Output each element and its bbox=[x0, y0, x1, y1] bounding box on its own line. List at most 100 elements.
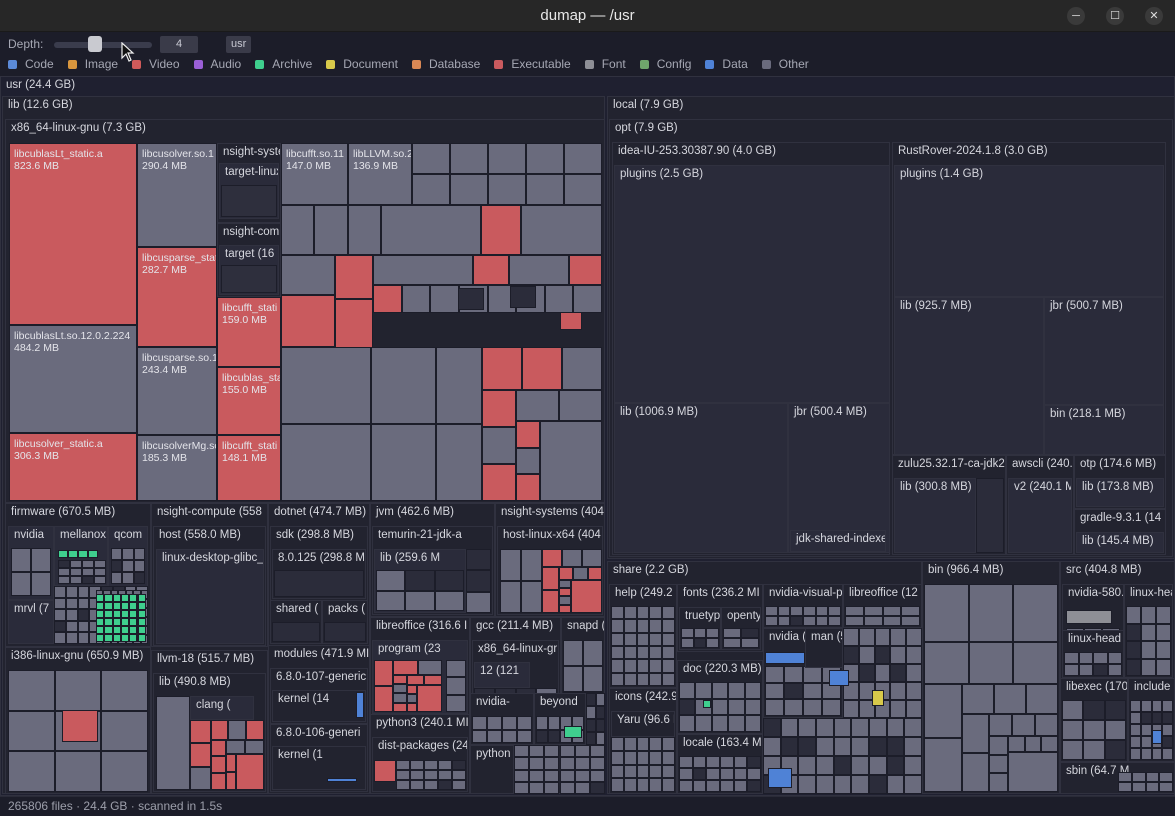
file-block[interactable] bbox=[744, 698, 761, 716]
file-block[interactable] bbox=[542, 566, 559, 590]
file-block[interactable] bbox=[412, 174, 450, 205]
file-block[interactable] bbox=[662, 778, 675, 792]
file-block[interactable] bbox=[1159, 782, 1173, 792]
file-block[interactable] bbox=[536, 716, 548, 730]
file-block[interactable] bbox=[1126, 658, 1141, 676]
archive-block[interactable] bbox=[96, 618, 105, 626]
file-block[interactable] bbox=[636, 632, 650, 646]
file-block[interactable] bbox=[517, 729, 532, 743]
file-block[interactable] bbox=[542, 589, 559, 613]
file-block[interactable] bbox=[828, 606, 841, 616]
file-block[interactable] bbox=[586, 719, 596, 732]
file-block[interactable] bbox=[488, 174, 526, 205]
file-block[interactable] bbox=[1024, 736, 1042, 752]
file-block[interactable] bbox=[765, 682, 784, 700]
file-block[interactable] bbox=[649, 606, 663, 620]
file-block[interactable] bbox=[458, 288, 484, 310]
file-block[interactable] bbox=[851, 775, 869, 794]
file-block[interactable] bbox=[1007, 736, 1025, 752]
file-block[interactable] bbox=[1140, 748, 1152, 760]
file-block[interactable]: libcufft.so.11 147.0 MB bbox=[281, 143, 348, 205]
file-block[interactable] bbox=[466, 591, 491, 613]
dir-mrvl[interactable]: mrvl (7 bbox=[8, 600, 54, 644]
file-block[interactable] bbox=[611, 672, 624, 686]
file-block[interactable] bbox=[790, 606, 803, 616]
archive-block[interactable] bbox=[96, 602, 105, 610]
file-block[interactable] bbox=[54, 586, 66, 598]
file-block[interactable] bbox=[1156, 641, 1171, 659]
file-block[interactable] bbox=[988, 773, 1008, 792]
file-block[interactable] bbox=[70, 568, 82, 576]
file-block[interactable] bbox=[882, 616, 902, 626]
file-block[interactable] bbox=[1162, 748, 1173, 760]
file-block[interactable] bbox=[720, 768, 734, 780]
file-block[interactable] bbox=[8, 710, 55, 752]
file-block[interactable] bbox=[1064, 652, 1079, 664]
file-block[interactable] bbox=[562, 347, 602, 391]
file-block[interactable] bbox=[623, 778, 637, 792]
file-block[interactable] bbox=[904, 718, 922, 737]
archive-block[interactable] bbox=[104, 602, 113, 610]
file-block[interactable] bbox=[1131, 772, 1146, 782]
file-block[interactable] bbox=[595, 693, 605, 706]
file-block[interactable] bbox=[636, 750, 650, 765]
file-block[interactable] bbox=[374, 760, 396, 782]
file-block[interactable] bbox=[784, 699, 803, 716]
file-block[interactable] bbox=[514, 769, 530, 782]
file-block[interactable] bbox=[611, 632, 624, 646]
file-block[interactable] bbox=[924, 684, 962, 739]
dir-aws-v2[interactable]: v2 (240.1 M bbox=[1008, 478, 1072, 553]
file-block[interactable] bbox=[961, 714, 989, 754]
file-block[interactable] bbox=[77, 632, 90, 644]
file-block[interactable] bbox=[246, 720, 264, 740]
file-block[interactable] bbox=[1034, 714, 1058, 737]
file-block[interactable] bbox=[450, 174, 488, 205]
file-block[interactable] bbox=[904, 737, 922, 756]
archive-block[interactable] bbox=[96, 594, 105, 602]
file-block[interactable] bbox=[803, 666, 822, 683]
file-block[interactable] bbox=[681, 628, 694, 638]
file-block[interactable] bbox=[517, 716, 532, 730]
file-block[interactable] bbox=[406, 694, 417, 703]
file-block[interactable] bbox=[649, 750, 663, 765]
file-block[interactable] bbox=[1013, 584, 1058, 643]
file-block[interactable] bbox=[649, 646, 663, 660]
file-block[interactable] bbox=[446, 677, 466, 695]
file-block[interactable] bbox=[815, 616, 829, 626]
file-block[interactable] bbox=[906, 682, 922, 700]
file-block[interactable] bbox=[225, 771, 237, 790]
file-block[interactable] bbox=[636, 659, 650, 673]
file-block[interactable] bbox=[583, 666, 603, 692]
file-block[interactable] bbox=[574, 769, 590, 782]
file-block[interactable] bbox=[924, 738, 962, 792]
file-block[interactable] bbox=[623, 750, 637, 765]
file-block[interactable] bbox=[733, 780, 748, 792]
file-block[interactable] bbox=[522, 347, 563, 391]
file-block[interactable] bbox=[1145, 782, 1160, 792]
file-block[interactable] bbox=[542, 549, 562, 567]
file-block[interactable] bbox=[1141, 641, 1156, 659]
file-block[interactable] bbox=[410, 780, 424, 790]
file-block[interactable] bbox=[906, 646, 922, 664]
file-block[interactable] bbox=[190, 720, 211, 744]
depth-slider[interactable] bbox=[54, 42, 152, 48]
file-block[interactable] bbox=[526, 143, 564, 174]
file-block[interactable] bbox=[869, 737, 887, 756]
file-block[interactable] bbox=[692, 756, 707, 768]
archive-block[interactable] bbox=[104, 618, 113, 626]
file-block[interactable] bbox=[1066, 610, 1112, 624]
file-block[interactable] bbox=[904, 775, 922, 794]
file-block[interactable] bbox=[906, 628, 922, 646]
depth-value-field[interactable]: 4 bbox=[160, 36, 198, 53]
close-button[interactable]: ✕ bbox=[1145, 7, 1163, 25]
file-block[interactable] bbox=[890, 700, 907, 718]
file-block[interactable] bbox=[435, 424, 483, 501]
file-block[interactable] bbox=[393, 683, 407, 694]
file-block[interactable] bbox=[526, 174, 564, 205]
file-block[interactable] bbox=[679, 698, 696, 716]
file-block[interactable] bbox=[790, 616, 803, 626]
file-block[interactable] bbox=[274, 570, 364, 597]
dir-man[interactable]: man (5 bbox=[805, 628, 843, 668]
file-block[interactable] bbox=[858, 646, 875, 664]
file-block[interactable] bbox=[636, 619, 650, 633]
